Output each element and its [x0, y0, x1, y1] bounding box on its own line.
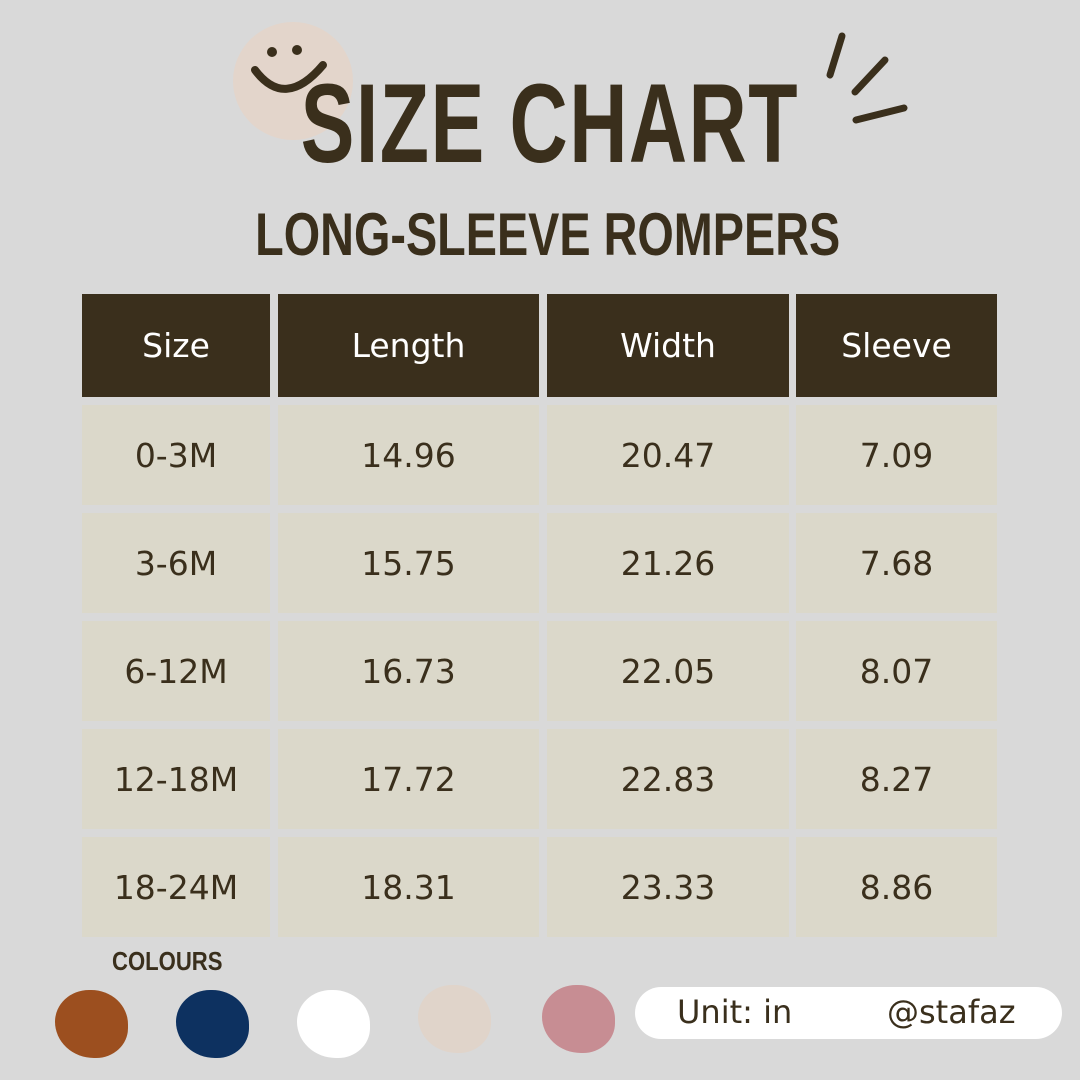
smiley-icon — [251, 45, 327, 93]
table-cell-sleeve: 8.07 — [796, 621, 997, 721]
table-cell-sleeve: 7.68 — [796, 513, 997, 613]
page-subtitle: LONG-SLEEVE ROMPERS — [255, 201, 841, 268]
table-cell-length: 17.72 — [278, 729, 539, 829]
table-cell-width: 23.33 — [547, 837, 789, 937]
table-cell-width: 22.05 — [547, 621, 789, 721]
colour-swatch — [418, 985, 491, 1053]
sparkle-lines-icon — [826, 32, 908, 124]
table-cell-sleeve: 7.09 — [796, 405, 997, 505]
page-title: SIZE CHART — [300, 61, 799, 186]
table-cell-sleeve: 8.27 — [796, 729, 997, 829]
smiley-background — [233, 22, 353, 140]
column-header-width: Width — [547, 294, 789, 397]
colour-swatch — [55, 990, 128, 1058]
table-cell-size: 6-12M — [82, 621, 270, 721]
colours-label: COLOURS — [112, 946, 223, 976]
unit-label: Unit: in — [677, 993, 793, 1031]
table-cell-size: 12-18M — [82, 729, 270, 829]
table-cell-width: 21.26 — [547, 513, 789, 613]
table-cell-size: 3-6M — [82, 513, 270, 613]
table-cell-size: 0-3M — [82, 405, 270, 505]
info-pill: Unit: in @stafaz — [635, 987, 1062, 1039]
table-cell-length: 14.96 — [278, 405, 539, 505]
table-cell-width: 20.47 — [547, 405, 789, 505]
column-header-size: Size — [82, 294, 270, 397]
colour-swatch — [297, 990, 370, 1058]
table-cell-length: 18.31 — [278, 837, 539, 937]
table-cell-sleeve: 8.86 — [796, 837, 997, 937]
table-cell-length: 16.73 — [278, 621, 539, 721]
colour-swatch — [176, 990, 249, 1058]
column-header-length: Length — [278, 294, 539, 397]
table-cell-width: 22.83 — [547, 729, 789, 829]
table-cell-size: 18-24M — [82, 837, 270, 937]
table-cell-length: 15.75 — [278, 513, 539, 613]
colour-swatch — [542, 985, 615, 1053]
handle-label: @stafaz — [887, 993, 1016, 1031]
column-header-sleeve: Sleeve — [796, 294, 997, 397]
